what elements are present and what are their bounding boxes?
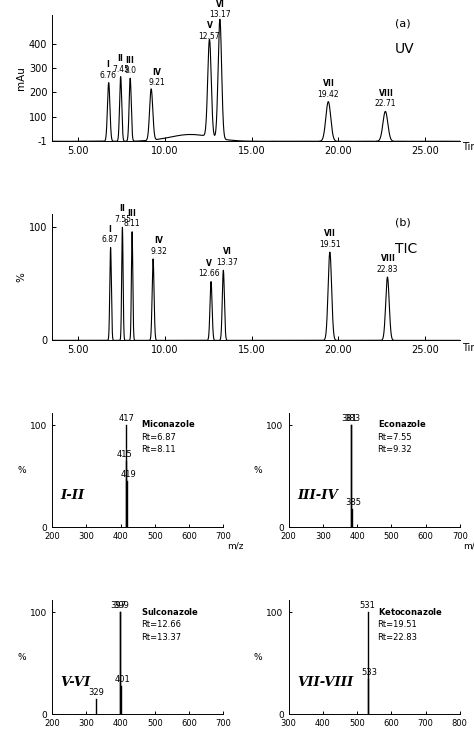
Text: $\mathbf{VIII}$
22.71: $\mathbf{VIII}$ 22.71 bbox=[374, 87, 396, 109]
Text: $\bf{Sulconazole}$
Rt=12.66
Rt=13.37: $\bf{Sulconazole}$ Rt=12.66 Rt=13.37 bbox=[141, 606, 199, 642]
Text: V-VI: V-VI bbox=[61, 677, 91, 689]
Y-axis label: %: % bbox=[254, 466, 263, 475]
Text: 329: 329 bbox=[88, 688, 104, 697]
Text: $\mathbf{IV}$
9.32: $\mathbf{IV}$ 9.32 bbox=[151, 234, 168, 256]
Text: VII-VIII: VII-VIII bbox=[297, 677, 353, 689]
Text: $\mathbf{V}$
12.57: $\mathbf{V}$ 12.57 bbox=[199, 20, 220, 41]
Y-axis label: %: % bbox=[18, 652, 26, 662]
Text: $\mathbf{III}$
8.11: $\mathbf{III}$ 8.11 bbox=[124, 207, 140, 228]
Text: TIC: TIC bbox=[394, 241, 417, 256]
Text: m/z: m/z bbox=[463, 542, 474, 550]
Text: (b): (b) bbox=[394, 217, 410, 227]
Text: $\mathbf{VII}$
19.51: $\mathbf{VII}$ 19.51 bbox=[319, 227, 341, 249]
Text: $\bf{Miconazole}$
Rt=6.87
Rt=8.11: $\bf{Miconazole}$ Rt=6.87 Rt=8.11 bbox=[141, 418, 196, 454]
Text: 385: 385 bbox=[345, 498, 361, 507]
Y-axis label: %: % bbox=[16, 272, 26, 282]
Text: 533: 533 bbox=[361, 668, 377, 677]
Text: 399: 399 bbox=[113, 601, 129, 610]
Text: (a): (a) bbox=[394, 18, 410, 28]
Text: 383: 383 bbox=[344, 414, 360, 423]
Text: $\mathbf{II}$
7.55: $\mathbf{II}$ 7.55 bbox=[114, 203, 131, 224]
Text: $\mathbf{II}$
7.45: $\mathbf{II}$ 7.45 bbox=[112, 52, 129, 74]
Text: $\bf{Econazole}$
Rt=7.55
Rt=9.32: $\bf{Econazole}$ Rt=7.55 Rt=9.32 bbox=[378, 418, 427, 454]
Text: $\mathbf{IV}$
9.21: $\mathbf{IV}$ 9.21 bbox=[149, 66, 165, 87]
Text: 381: 381 bbox=[341, 414, 357, 423]
Text: $\mathbf{VIII}$
22.83: $\mathbf{VIII}$ 22.83 bbox=[377, 252, 398, 273]
Text: $\mathbf{VI}$
13.37: $\mathbf{VI}$ 13.37 bbox=[216, 246, 237, 267]
Text: $\mathbf{I}$
6.76: $\mathbf{I}$ 6.76 bbox=[100, 58, 116, 79]
Text: $\mathbf{III}$
8.0: $\mathbf{III}$ 8.0 bbox=[124, 54, 136, 75]
Text: $\bf{Ketoconazole}$
Rt=19.51
Rt=22.83: $\bf{Ketoconazole}$ Rt=19.51 Rt=22.83 bbox=[378, 606, 443, 642]
Text: 419: 419 bbox=[120, 470, 136, 479]
Text: $\mathbf{VI}$
13.17: $\mathbf{VI}$ 13.17 bbox=[209, 0, 231, 19]
Text: 415: 415 bbox=[117, 450, 133, 459]
Text: Time: Time bbox=[462, 141, 474, 152]
Text: I-II: I-II bbox=[61, 489, 85, 502]
Y-axis label: mAu: mAu bbox=[16, 66, 26, 90]
Text: 397: 397 bbox=[110, 601, 127, 610]
Text: $\mathbf{I}$
6.87: $\mathbf{I}$ 6.87 bbox=[101, 223, 118, 244]
Y-axis label: %: % bbox=[254, 652, 263, 662]
Text: m/z: m/z bbox=[227, 542, 243, 550]
Text: $\mathbf{V}$
12.66: $\mathbf{V}$ 12.66 bbox=[199, 257, 220, 278]
Text: 417: 417 bbox=[118, 414, 135, 423]
Text: III-IV: III-IV bbox=[297, 489, 338, 502]
Text: $\mathbf{VII}$
19.42: $\mathbf{VII}$ 19.42 bbox=[318, 77, 339, 98]
Text: UV: UV bbox=[394, 42, 414, 56]
Y-axis label: %: % bbox=[18, 466, 26, 475]
Text: Time: Time bbox=[462, 343, 474, 353]
Text: 531: 531 bbox=[360, 601, 375, 610]
Text: 401: 401 bbox=[114, 675, 130, 684]
